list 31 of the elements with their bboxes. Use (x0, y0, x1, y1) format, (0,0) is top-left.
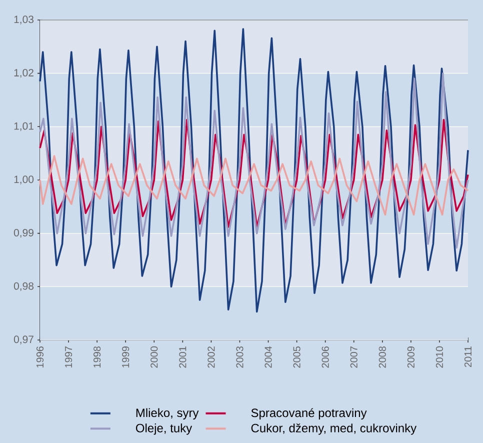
x-tick-label: 2011 (464, 346, 472, 368)
y-tick-label: 1,02 (14, 68, 34, 78)
x-tick-label: 2007 (350, 346, 358, 368)
x-tick-label: 2008 (378, 346, 386, 368)
x-tick-label: 1997 (65, 346, 72, 368)
legend-label: Oleje, tuky (136, 424, 192, 435)
x-tick-label: 2006 (322, 346, 329, 368)
line-series (39, 118, 469, 228)
y-tick-label: 1,03 (14, 16, 34, 24)
x-tick-label: 1998 (94, 346, 101, 368)
y-tick-label: 0,99 (14, 228, 34, 238)
line-series (39, 72, 469, 249)
x-tick-label: 2010 (436, 346, 443, 368)
legend-label: Cukor, džemy, med, cukrovinky (251, 424, 417, 435)
line-series (39, 28, 469, 313)
x-tick-label: 1996 (36, 346, 44, 368)
y-tick-label: 1,01 (14, 122, 34, 131)
x-tick-label: 2001 (179, 346, 186, 368)
legend-label: Spracované potraviny (251, 408, 367, 420)
x-tick-label: 2000 (150, 346, 158, 368)
y-tick-label: 1,00 (14, 176, 34, 184)
legend-label: Mlieko, syry (136, 408, 199, 420)
x-tick-label: 2005 (293, 346, 300, 368)
y-tick-label: 0,98 (14, 282, 34, 291)
line-series (39, 155, 469, 216)
y-tick-label: 0,97 (14, 336, 34, 344)
x-tick-label: 1999 (122, 346, 130, 368)
x-tick-label: 2002 (208, 346, 215, 368)
x-tick-label: 2004 (264, 346, 272, 368)
x-tick-label: 2009 (407, 346, 414, 368)
x-tick-label: 2003 (236, 346, 244, 368)
